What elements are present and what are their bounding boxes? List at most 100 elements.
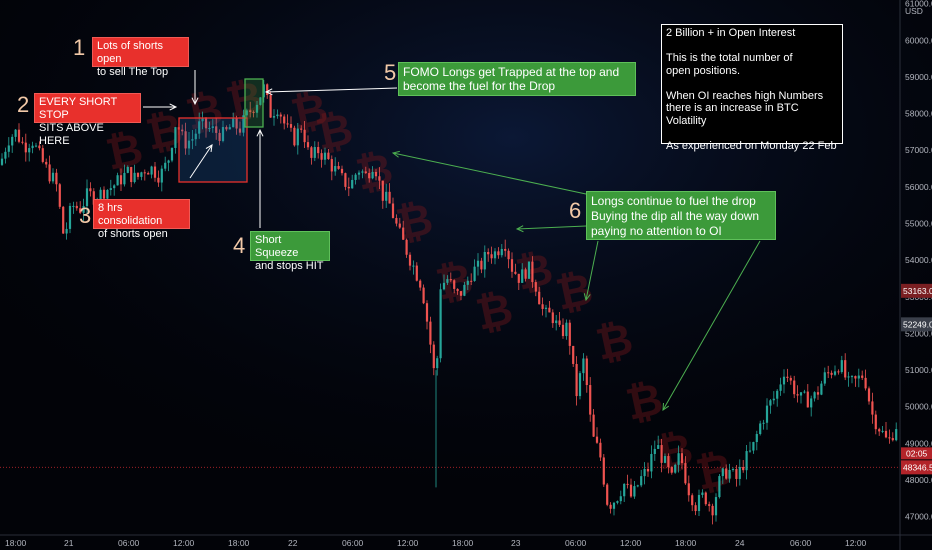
candle — [480, 257, 483, 274]
candle — [874, 410, 877, 435]
candle — [38, 141, 41, 151]
candle-body — [157, 177, 160, 183]
candle — [463, 281, 466, 297]
candle-body — [334, 166, 337, 172]
candle — [89, 182, 92, 197]
candle — [765, 398, 769, 430]
candle-body — [289, 124, 293, 128]
candle-body — [38, 145, 41, 149]
candle — [646, 462, 650, 477]
candle-body — [184, 131, 187, 149]
candle — [385, 183, 388, 208]
candle-body — [888, 437, 891, 439]
candle-body — [881, 430, 884, 432]
candle-body — [476, 260, 480, 267]
candle — [262, 79, 265, 103]
candle-body — [884, 430, 888, 438]
candle-body — [449, 279, 452, 281]
candle-body — [446, 279, 449, 283]
x-tick-label: 23 — [511, 538, 521, 548]
candle-body — [551, 312, 554, 324]
candle — [395, 214, 398, 227]
candle — [742, 460, 745, 473]
candle-body — [269, 95, 272, 118]
candle-body — [442, 282, 446, 290]
arrow-note6-c-head — [583, 293, 591, 302]
candle — [799, 391, 803, 404]
candle — [68, 202, 72, 234]
candle-body — [55, 172, 58, 185]
candle-body — [663, 456, 667, 463]
candle-body — [147, 173, 150, 175]
candle — [653, 440, 656, 461]
candle-body — [483, 252, 486, 270]
candle — [130, 166, 133, 188]
candle — [323, 147, 327, 165]
arrow-note6-b-head — [515, 225, 524, 233]
candle — [840, 355, 843, 374]
candle — [827, 365, 830, 379]
candle-body — [344, 173, 347, 187]
candle — [704, 491, 707, 506]
candle — [150, 165, 153, 179]
candle — [816, 386, 820, 400]
candle — [497, 247, 500, 259]
candle-body — [408, 254, 412, 266]
candle-body — [354, 174, 357, 180]
y-tick-label: 49000.0 — [905, 438, 932, 448]
candle-body — [738, 466, 741, 479]
candle-body — [48, 164, 51, 182]
candle — [476, 253, 480, 276]
candle-body — [769, 400, 772, 406]
candle-body — [493, 251, 497, 259]
candle-body — [34, 145, 38, 147]
y-tick-label: 56000.0 — [905, 182, 932, 192]
candle-body — [436, 358, 439, 369]
candle — [701, 489, 704, 498]
candle — [283, 114, 286, 130]
candle — [340, 165, 344, 176]
candle-body — [242, 115, 245, 133]
candle — [782, 369, 786, 394]
candle-body — [126, 166, 129, 173]
candle-body — [643, 468, 646, 477]
candle — [286, 114, 289, 128]
candle — [398, 217, 401, 229]
candle — [640, 469, 643, 488]
x-tick-label: 12:00 — [620, 538, 642, 548]
candle-body — [320, 153, 323, 160]
candle — [871, 392, 874, 424]
candle-body — [830, 372, 833, 375]
candle — [75, 201, 78, 211]
candle-body — [405, 239, 408, 255]
candle-body — [429, 321, 432, 345]
candle-body — [816, 392, 820, 395]
candle-body — [810, 398, 813, 408]
candle — [728, 463, 731, 483]
candle — [157, 170, 160, 187]
candle — [0, 153, 4, 166]
candle-body — [293, 127, 296, 146]
candle-body — [72, 205, 75, 207]
candle — [242, 109, 245, 137]
arrow-note6-d-head — [662, 402, 670, 411]
candle-body — [28, 148, 31, 153]
candle — [857, 368, 860, 388]
candle-body — [762, 422, 765, 424]
candle-body — [718, 476, 721, 498]
y-tick-label: 52000.0 — [905, 328, 932, 338]
arrow-note6-c — [585, 240, 599, 301]
x-tick-label: 12:00 — [397, 538, 419, 548]
candle — [861, 370, 864, 381]
candle — [589, 377, 592, 422]
candle-body — [531, 261, 534, 283]
candle-body — [742, 466, 745, 471]
candle-body — [813, 392, 816, 399]
x-tick-label: 12:00 — [173, 538, 195, 548]
candle — [436, 355, 439, 376]
candle-body — [582, 358, 585, 374]
candle — [687, 475, 690, 502]
candle-body — [544, 307, 548, 309]
candle-body — [225, 127, 228, 130]
candle — [347, 177, 350, 197]
